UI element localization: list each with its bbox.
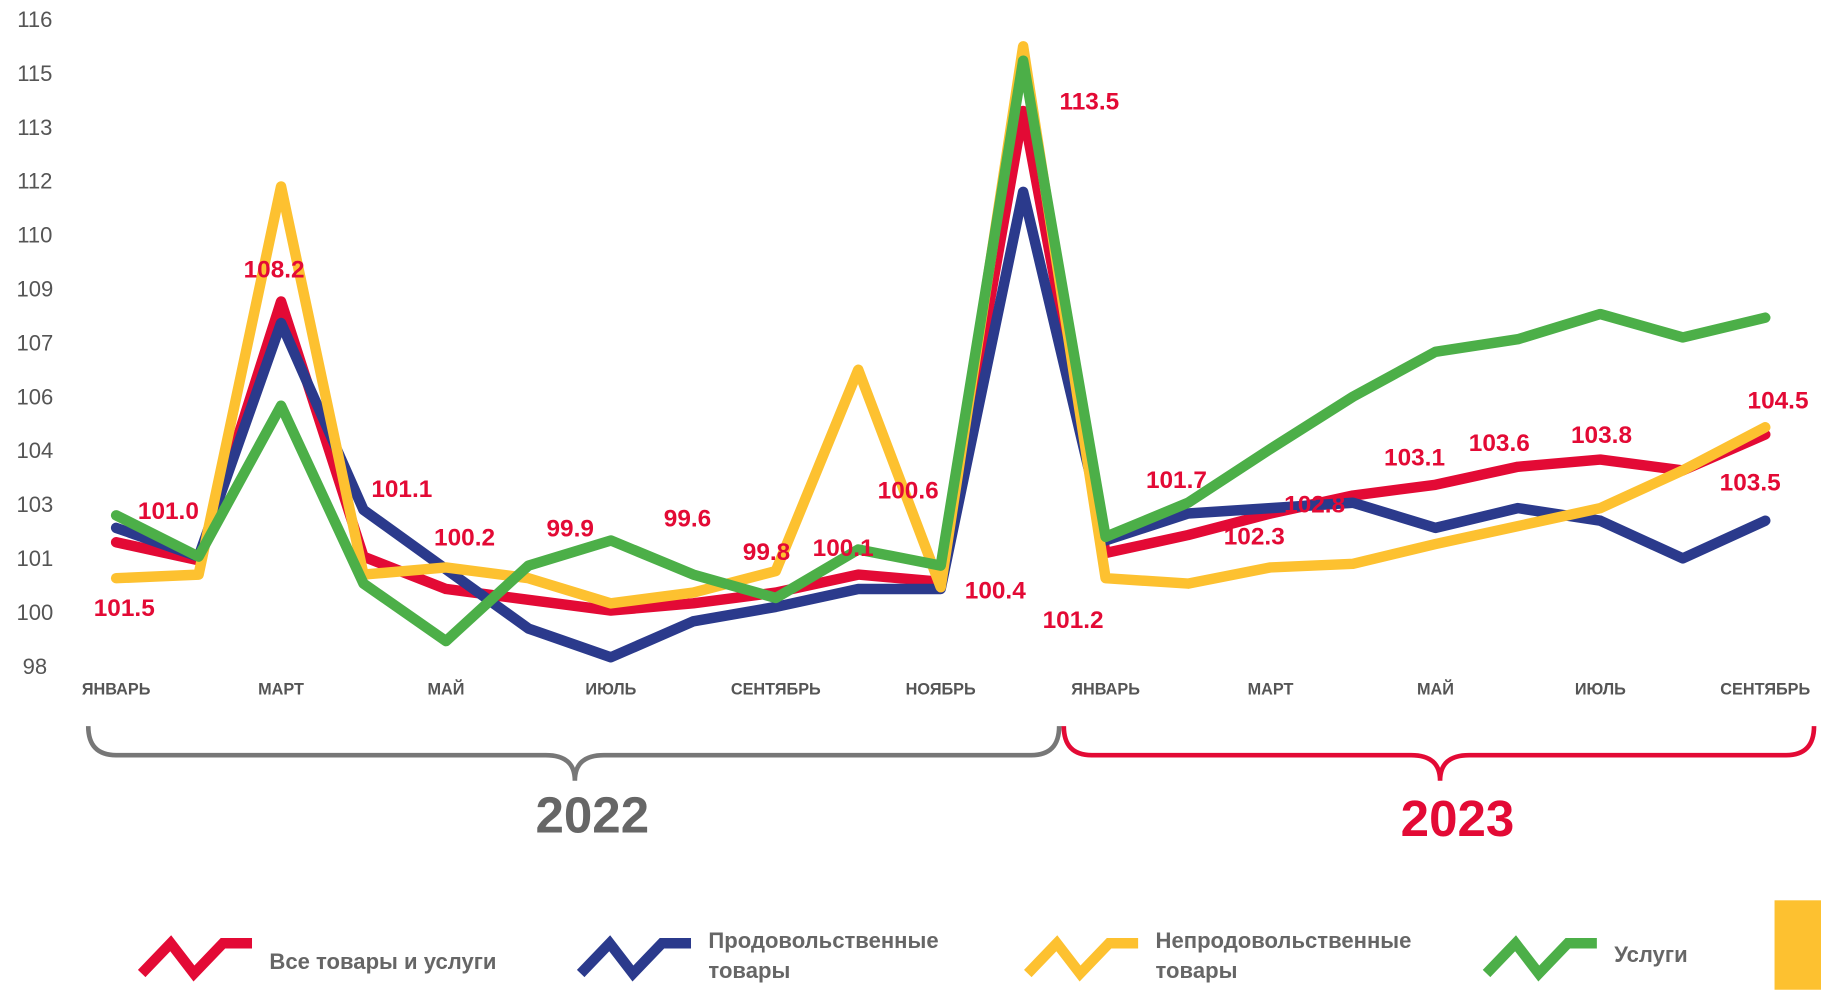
y-tick-label: 103	[16, 492, 53, 517]
data-label: 101.1	[371, 476, 432, 503]
legend-swatch	[137, 935, 253, 982]
x-tick-label: МАРТ	[1248, 680, 1294, 698]
data-label: 99.8	[743, 539, 790, 566]
data-label: 103.1	[1384, 445, 1445, 472]
x-tick-label: МАЙ	[427, 679, 464, 698]
data-label: 102.3	[1224, 523, 1285, 550]
legend-label: Все товары и услуги	[269, 950, 497, 975]
year-label: 2023	[1401, 790, 1515, 847]
next-button[interactable]	[1774, 900, 1821, 990]
y-tick-label: 101	[16, 546, 53, 571]
data-label: 103.8	[1571, 422, 1632, 449]
data-label: 100.2	[434, 524, 495, 551]
brace-2022	[85, 726, 1062, 781]
data-label: 113.5	[1060, 88, 1120, 115]
brace-2023	[1061, 726, 1817, 781]
legend-swatch	[1024, 935, 1139, 982]
data-label: 108.2	[244, 257, 305, 284]
legend-swatch	[1482, 935, 1597, 982]
y-tick-label: 112	[17, 169, 52, 194]
legend-swatch	[576, 935, 692, 982]
y-tick-label: 107	[16, 330, 53, 355]
y-tick-label: 104	[16, 438, 53, 463]
series-line	[110, 55, 1771, 647]
y-tick-label: 110	[17, 223, 52, 248]
x-tick-label: ИЮЛЬ	[585, 680, 636, 698]
year-label: 2022	[535, 787, 649, 844]
x-tick-label: ИЮЛЬ	[1575, 680, 1626, 698]
data-label: 99.6	[664, 505, 711, 532]
legend-item: Все товары и услуги	[269, 950, 497, 975]
series-line	[110, 41, 1771, 609]
y-tick-label: 115	[17, 61, 52, 86]
data-label: 104.5	[1748, 387, 1809, 414]
y-tick-label: 116	[17, 7, 52, 32]
data-label: 100.4	[965, 578, 1026, 605]
data-label: 100.1	[813, 535, 874, 562]
legend-label: Продовольственные товары	[708, 929, 939, 984]
data-label: 101.2	[1043, 607, 1104, 634]
x-tick-label: ЯНВАРЬ	[1071, 680, 1140, 698]
y-tick-label: 100	[16, 600, 53, 625]
y-tick-label: 106	[16, 384, 53, 409]
data-label: 103.6	[1469, 430, 1530, 457]
data-label: 103.5	[1720, 470, 1781, 497]
x-tick-label: МАЙ	[1417, 679, 1454, 698]
legend-item: Продовольственные товары	[708, 929, 939, 984]
data-label: 100.6	[878, 478, 939, 505]
legend-label: Услуги	[1614, 943, 1688, 968]
x-tick-label: НОЯБРЬ	[906, 680, 976, 698]
x-tick-label: СЕНТЯБРЬ	[1720, 680, 1810, 698]
x-tick-label: СЕНТЯБРЬ	[731, 680, 821, 698]
x-tick-label: ЯНВАРЬ	[82, 680, 151, 698]
data-label: 99.9	[546, 516, 593, 543]
legend-label: Непродовольственные товары	[1155, 929, 1412, 984]
legend-item: Непродовольственные товары	[1155, 929, 1412, 984]
y-tick-label: 113	[17, 115, 52, 140]
x-tick-label: МАРТ	[258, 680, 304, 698]
y-tick-label: 98	[23, 654, 48, 679]
data-label: 101.0	[138, 498, 199, 525]
data-label: 102.8	[1284, 491, 1345, 518]
legend-item: Услуги	[1614, 943, 1688, 968]
data-label: 101.7	[1146, 467, 1207, 494]
y-tick-label: 109	[16, 277, 53, 302]
data-label: 101.5	[94, 595, 155, 622]
